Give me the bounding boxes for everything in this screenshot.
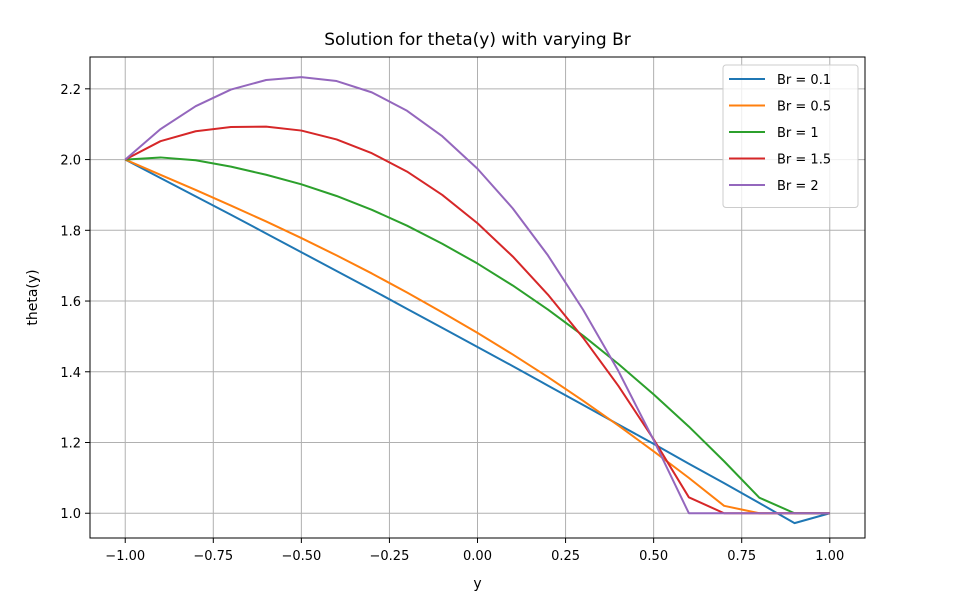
y-tick-label: 2.2 xyxy=(60,83,81,98)
series-line-5 xyxy=(124,76,830,515)
legend-label: Br = 1 xyxy=(777,126,819,141)
legend-label: Br = 1.5 xyxy=(777,153,831,168)
x-tick-label: 0.25 xyxy=(551,549,580,564)
x-tick-label: −1.00 xyxy=(105,549,145,564)
y-tick-label: 1.2 xyxy=(60,437,81,452)
y-tick-label: 1.6 xyxy=(60,295,81,310)
x-tick-label: −0.75 xyxy=(193,549,233,564)
x-tick-label: 0.00 xyxy=(463,549,492,564)
x-axis-label: y xyxy=(473,576,481,592)
axis-ticks: −1.00 −0.75 −0.50 −0.25 0.00 0.25 0.50 0.75 1.00… xyxy=(60,83,844,564)
legend-label: Br = 0.5 xyxy=(777,100,831,115)
legend-label: Br = 2 xyxy=(777,179,819,194)
y-tick-label: 1.0 xyxy=(60,507,81,522)
series-lines xyxy=(124,76,831,525)
y-tick-label: 1.8 xyxy=(60,224,81,239)
legend-box xyxy=(722,64,859,208)
series-line-3 xyxy=(125,156,830,515)
series-line-1 xyxy=(124,158,831,525)
x-tick-label: −0.25 xyxy=(370,549,410,564)
x-tick-label: 0.75 xyxy=(727,549,756,564)
x-tick-label: 0.50 xyxy=(639,549,668,564)
legend-label: Br = 0.1 xyxy=(777,73,831,88)
legend: Br = 0.1 Br = 0.5 Br = 1 Br = 1.5 Br = 2 xyxy=(722,64,859,208)
series-line-2 xyxy=(124,158,830,515)
series-line-4 xyxy=(124,125,830,515)
x-tick-label: −0.50 xyxy=(281,549,321,564)
x-tick-label: 1.00 xyxy=(815,549,844,564)
chart-title: Solution for theta(y) with varying Br xyxy=(324,30,631,50)
y-axis-label: theta(y) xyxy=(25,269,41,325)
y-tick-label: 2.0 xyxy=(60,154,81,169)
y-tick-label: 1.4 xyxy=(60,366,81,381)
